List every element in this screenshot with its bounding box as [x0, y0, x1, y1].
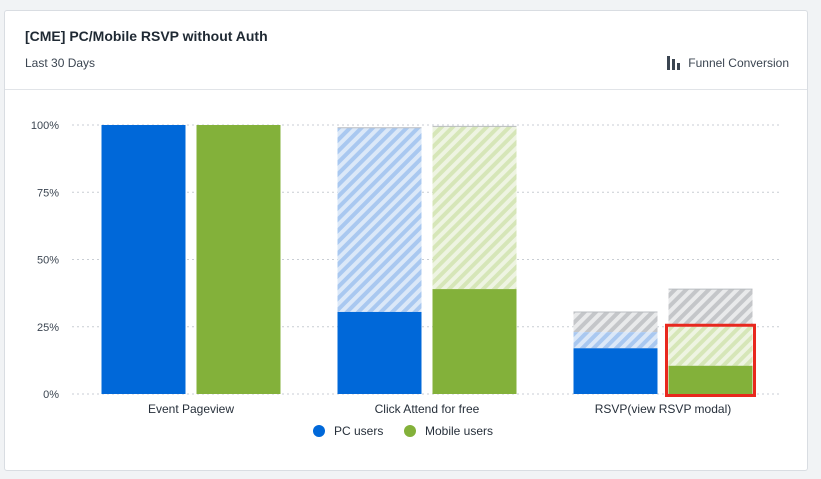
bar-pc-users[interactable] — [337, 311, 422, 394]
legend-dot-pc-users[interactable] — [313, 425, 325, 437]
highlight-box — [665, 323, 756, 397]
funnel-conversion-toggle[interactable]: Funnel Conversion — [666, 55, 789, 71]
y-tick-label: 25% — [37, 322, 59, 334]
bar-pc-users[interactable] — [101, 125, 186, 394]
chart-title: [CME] PC/Mobile RSVP without Auth — [25, 28, 268, 44]
bar-dropoff-mobile-users — [432, 126, 517, 290]
bar-chart-icon — [667, 56, 681, 70]
x-category-label: Click Attend for free — [375, 402, 480, 416]
legend-label-mobile-users[interactable]: Mobile users — [425, 424, 493, 438]
bar-grey-dropoff-pc-users — [573, 311, 658, 333]
bar-dropoff-pc-users — [337, 127, 422, 312]
y-tick-label: 0% — [43, 389, 59, 401]
y-tick-label: 75% — [37, 187, 59, 199]
funnel-conversion-label: Funnel Conversion — [688, 56, 789, 70]
bar-pc-users[interactable] — [573, 348, 658, 394]
x-category-label: Event Pageview — [148, 402, 234, 416]
bar-dropoff-mobile-users — [668, 326, 753, 366]
bar-grey-dropoff-mobile-users — [668, 289, 753, 327]
legend-label-pc-users[interactable]: PC users — [334, 424, 383, 438]
bar-mobile-users[interactable] — [668, 365, 753, 394]
bar-dropoff-pc-users — [573, 332, 658, 349]
bar-mobile-users[interactable] — [196, 125, 281, 394]
x-category-label: RSVP(view RSVP modal) — [595, 402, 732, 416]
bar-mobile-users[interactable] — [432, 289, 517, 394]
card-header: [CME] PC/Mobile RSVP without Auth Last 3… — [5, 11, 807, 90]
y-tick-label: 50% — [37, 255, 59, 267]
y-tick-label: 100% — [31, 120, 59, 132]
legend-dot-mobile-users[interactable] — [404, 425, 416, 437]
date-range-label: Last 30 Days — [25, 56, 96, 70]
